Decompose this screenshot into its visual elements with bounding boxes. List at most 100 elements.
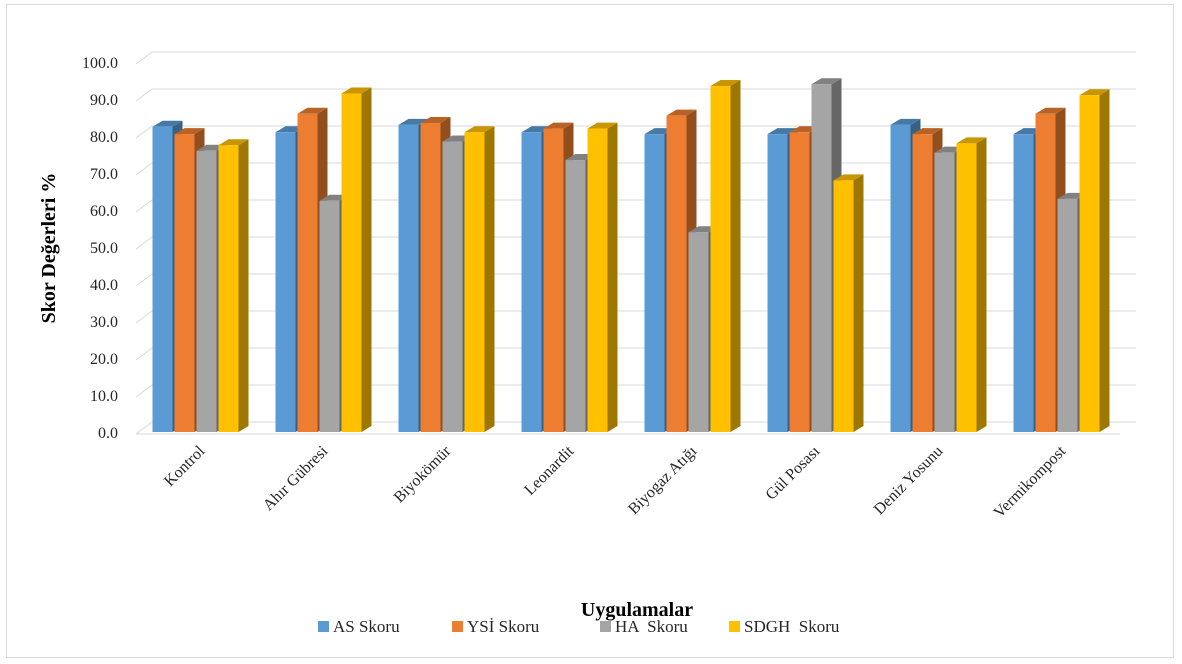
bar-top	[1079, 89, 1110, 96]
x-axis-title: Uygulamalar	[581, 599, 693, 621]
bar-front	[587, 128, 608, 432]
bar-top	[218, 139, 249, 146]
bar-front	[1035, 113, 1056, 433]
gridline-wall	[135, 236, 153, 250]
bar-top	[341, 87, 372, 94]
y-tick-label: 40.0	[90, 277, 118, 294]
legend-swatch	[452, 621, 463, 632]
gridline-wall	[135, 347, 153, 361]
x-tick-label: Vermikompost	[991, 442, 1070, 521]
bar-front	[890, 124, 911, 433]
bar-front	[319, 200, 340, 432]
bars	[152, 78, 1110, 433]
bar-front	[218, 145, 239, 432]
bar	[710, 80, 741, 433]
bar-side	[607, 122, 618, 432]
bar-side	[484, 126, 495, 433]
legend-swatch	[318, 621, 329, 632]
bar-top	[297, 107, 328, 114]
bar-side	[853, 174, 864, 432]
y-tick-label: 100.0	[82, 55, 118, 72]
bar	[956, 137, 987, 432]
bar-front	[688, 232, 709, 432]
x-tick-label: Biyogaz Atığı	[625, 442, 701, 518]
legend-label: SDGH Skoru	[744, 617, 840, 636]
legend-item: SDGH Skoru	[729, 617, 840, 636]
legend: AS Skoru YSİ Skoru HA Skoru SDGH Skoru	[318, 617, 840, 636]
bar-front	[1013, 134, 1034, 432]
x-tick-label: Leonardit	[521, 442, 577, 498]
y-tick-label: 0.0	[98, 425, 118, 442]
bar-front	[811, 84, 832, 432]
bar	[464, 126, 495, 433]
gridline-wall	[135, 199, 153, 213]
legend-label: YSİ Skoru	[467, 617, 540, 636]
bar-side	[976, 137, 987, 432]
bar-front	[420, 123, 441, 433]
bar-top	[833, 174, 864, 181]
bar-top	[666, 109, 697, 116]
y-tick-label: 60.0	[90, 203, 118, 220]
bar-front	[464, 132, 485, 433]
y-axis-title: Skor Değerleri %	[38, 173, 60, 324]
bar-front	[934, 152, 955, 432]
legend-item: YSİ Skoru	[452, 617, 540, 636]
y-tick-label: 90.0	[90, 92, 118, 109]
x-tick-labels: Kontrol Ahır Gübresi Biyokömür Leonardit Biy…	[161, 442, 1070, 521]
gridline-wall	[135, 273, 153, 287]
bar	[218, 139, 249, 432]
bar-top	[811, 78, 842, 85]
bar-top	[890, 118, 921, 125]
bar-front	[767, 134, 788, 432]
y-tick-label: 80.0	[90, 129, 118, 146]
bar-front	[196, 150, 217, 433]
legend-swatch	[600, 621, 611, 632]
x-tick-label: Ahır Gübresi	[260, 442, 332, 514]
bar-front	[565, 160, 586, 433]
x-tick-label: Gül Posası	[763, 442, 824, 503]
bar-front	[152, 126, 173, 432]
bar	[1079, 89, 1110, 433]
x-tick-label: Kontrol	[161, 442, 209, 490]
bar-side	[361, 87, 372, 432]
legend-swatch	[729, 621, 740, 632]
bar-side	[1099, 89, 1110, 433]
bar-front	[398, 124, 419, 433]
y-tick-label: 50.0	[90, 240, 118, 257]
legend-label: AS Skoru	[333, 617, 400, 636]
bar-front	[956, 143, 977, 432]
bar-front	[442, 141, 463, 433]
bar-top	[956, 137, 987, 144]
y-tick-label: 30.0	[90, 314, 118, 331]
bar-front	[1079, 95, 1100, 433]
bar-front	[789, 132, 810, 433]
bar-top	[420, 117, 451, 124]
bar-top	[1035, 107, 1066, 114]
bar-front	[543, 128, 564, 432]
bar-front	[521, 132, 542, 433]
bar-side	[730, 80, 741, 433]
legend-item: HA Skoru	[600, 617, 688, 636]
gridline-wall	[135, 310, 153, 324]
bar-front	[644, 134, 665, 432]
bar-top	[543, 122, 574, 129]
bar-front	[833, 180, 854, 432]
bar-front	[275, 132, 296, 433]
bar	[341, 87, 372, 432]
bar-front	[710, 86, 731, 433]
legend-label: HA Skoru	[615, 617, 688, 636]
legend-item: AS Skoru	[318, 617, 400, 636]
gridline-wall	[135, 421, 153, 435]
gridline-wall	[135, 88, 153, 102]
bar	[587, 122, 618, 432]
bar-top	[464, 126, 495, 133]
gridline-wall	[135, 51, 153, 65]
x-tick-label: Deniz Yosunu	[871, 443, 947, 519]
bar	[833, 174, 864, 432]
bar-top	[912, 128, 943, 135]
gridline-wall	[135, 125, 153, 139]
bar-front	[1057, 198, 1078, 432]
bar-top	[174, 128, 205, 135]
bar-front	[341, 93, 362, 432]
